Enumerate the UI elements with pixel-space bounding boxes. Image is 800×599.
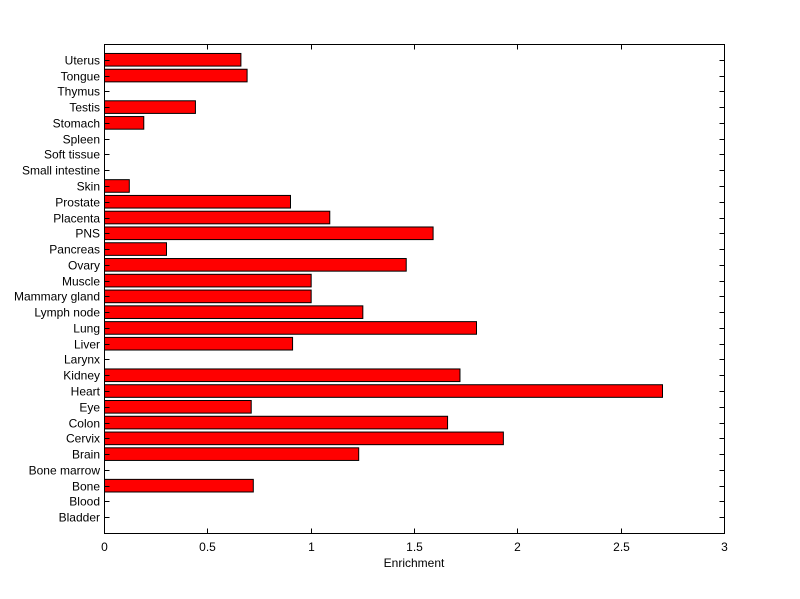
y-tick-label-small-intestine: Small intestine (22, 164, 100, 178)
bars-group (104, 52, 663, 493)
x-tick-label: 2.5 (613, 540, 630, 554)
y-tick-label-liver: Liver (74, 338, 100, 352)
bar-heart (104, 384, 663, 398)
y-tick-label-placenta: Placenta (53, 212, 100, 226)
bar-kidney (104, 368, 461, 383)
bar-uterus (104, 52, 242, 67)
bar-testis (104, 100, 196, 114)
y-tick-label-bone: Bone (72, 480, 100, 494)
y-tick-label-bladder: Bladder (59, 511, 100, 525)
y-tick-label-heart: Heart (71, 385, 101, 399)
y-tick-label-kidney: Kidney (63, 369, 100, 383)
bar-pancreas (104, 242, 167, 256)
bar-liver (104, 336, 294, 351)
bar-placenta (104, 210, 331, 225)
y-tick-label-mammary-gland: Mammary gland (14, 290, 100, 304)
y-tick-label-testis: Testis (69, 101, 100, 115)
x-tick-label: 0 (101, 540, 108, 554)
y-tick-label-larynx: Larynx (64, 353, 100, 367)
bar-ovary (104, 258, 407, 272)
y-tick-label-lung: Lung (73, 322, 100, 336)
y-tick-label-cervix: Cervix (66, 432, 100, 446)
bar-lymph-node (104, 305, 364, 319)
bar-prostate (104, 194, 291, 209)
x-tick-label: 1.5 (406, 540, 423, 554)
bar-cervix (104, 431, 504, 446)
y-tick-label-spleen: Spleen (63, 133, 100, 147)
y-tick-label-uterus: Uterus (65, 54, 100, 68)
y-tick-label-pns: PNS (75, 227, 100, 241)
x-axis-ticks: 0 0.5 1 1.5 2 2.5 3 (101, 44, 728, 554)
y-tick-label-stomach: Stomach (53, 117, 100, 131)
bar-bone (104, 478, 254, 493)
y-tick-label-ovary: Ovary (68, 259, 100, 273)
bar-eye (104, 400, 252, 414)
y-tick-label-prostate: Prostate (55, 196, 100, 210)
x-tick-label: 2 (514, 540, 521, 554)
y-tick-label-muscle: Muscle (62, 275, 100, 289)
y-tick-label-pancreas: Pancreas (49, 243, 100, 257)
y-tick-label-skin: Skin (77, 180, 100, 194)
bar-brain (104, 447, 360, 461)
bar-tongue (104, 68, 248, 83)
y-tick-label-colon: Colon (69, 417, 100, 431)
bar-colon (104, 415, 449, 430)
bar-lung (104, 321, 477, 335)
y-tick-label-tongue: Tongue (61, 70, 101, 84)
x-tick-label: 0.5 (199, 540, 216, 554)
y-tick-label-blood: Blood (69, 495, 100, 509)
y-tick-label-bone-marrow: Bone marrow (29, 464, 101, 478)
y-tick-label-eye: Eye (79, 401, 100, 415)
bar-mammary-gland (104, 289, 312, 304)
x-axis-title: Enrichment (384, 556, 445, 570)
x-tick-label: 1 (308, 540, 315, 554)
bar-skin (104, 179, 130, 193)
y-tick-label-lymph-node: Lymph node (34, 306, 100, 320)
y-tick-label-thymus: Thymus (57, 85, 100, 99)
y-tick-label-soft-tissue: Soft tissue (44, 148, 100, 162)
x-tick-label: 3 (721, 540, 728, 554)
bar-muscle (104, 273, 312, 288)
bar-stomach (104, 116, 145, 130)
y-tick-label-brain: Brain (72, 448, 100, 462)
bar-pns (104, 226, 434, 241)
